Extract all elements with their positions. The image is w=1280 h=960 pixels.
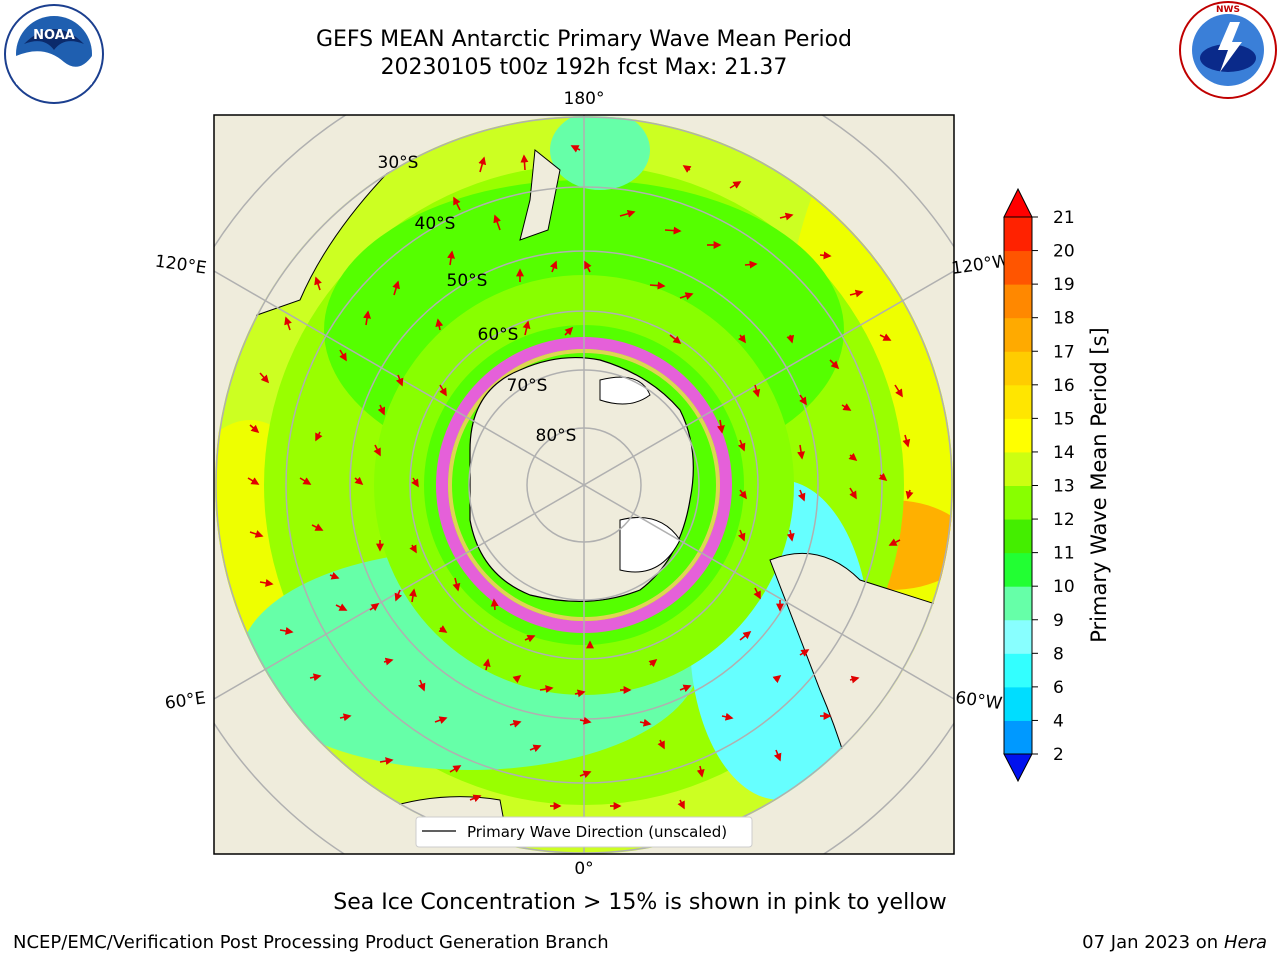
footer-credit: NCEP/EMC/Verification Post Processing Pr… [13, 932, 609, 953]
colorbar-tick-label: 15 [1053, 409, 1075, 429]
colorbar-tick-label: 16 [1053, 376, 1075, 396]
footer-host: Hera [1223, 932, 1267, 953]
noaa-logo: NOAA [4, 4, 104, 104]
colorbar-segment [1004, 619, 1032, 654]
colorbar-tick-label: 14 [1053, 443, 1075, 463]
colorbar-tick-label: 2 [1053, 745, 1064, 765]
colorbar-segment [1004, 384, 1032, 419]
colorbar-segment [1004, 217, 1032, 252]
colorbar-tick-label: 20 [1053, 242, 1075, 262]
colorbar-segment [1004, 284, 1032, 319]
colorbar-tick-label: 8 [1053, 644, 1064, 664]
footer-date-text: 07 Jan 2023 on [1082, 932, 1219, 953]
colorbar-tick-label: 13 [1053, 477, 1075, 497]
colorbar-tick-label: 9 [1053, 611, 1064, 631]
wave-direction-arrows [247, 145, 914, 810]
colorbar-tick-label: 11 [1053, 544, 1075, 564]
colorbar-segment [1004, 250, 1032, 285]
colorbar-tick-label: 6 [1053, 678, 1064, 698]
lat-label-80s: 80°S [536, 426, 577, 446]
colorbar-tick-label: 4 [1053, 711, 1064, 731]
lat-label-40s: 40°S [415, 214, 456, 234]
colorbar-label: Primary Wave Mean Period [s] [1087, 327, 1111, 643]
lon-label-180: 180° [564, 89, 605, 109]
footer-date: 07 Jan 2023 on Hera [1082, 932, 1267, 953]
colorbar-segment [1004, 485, 1032, 520]
lon-label-60w: 60°W [954, 688, 1003, 714]
colorbar-tick-label: 18 [1053, 309, 1075, 329]
lon-label-120w: 120°W [950, 251, 1010, 279]
colorbar-segment [1004, 653, 1032, 688]
lon-label-120e: 120°E [154, 252, 208, 279]
colorbar-segment [1004, 519, 1032, 554]
colorbar-segment [1004, 552, 1032, 587]
svg-text:NWS: NWS [1216, 5, 1240, 15]
map-frame [213, 114, 955, 855]
colorbar-segment [1004, 686, 1032, 721]
svg-text:NOAA: NOAA [33, 28, 75, 43]
colorbar-tick-label: 19 [1053, 275, 1075, 295]
colorbar: 2 4 6 8 9 10 11 12 13 14 15 16 17 18 19 20 21 [1003, 187, 1075, 783]
colorbar-segment [1004, 418, 1032, 453]
lat-label-50s: 50°S [447, 271, 488, 291]
sea-ice-note: Sea Ice Concentration > 15% is shown in … [333, 890, 947, 915]
nws-logo: NWS [1179, 1, 1277, 99]
colorbar-tick-label: 17 [1053, 342, 1075, 362]
lon-label-60e: 60°E [164, 688, 207, 713]
colorbar-segment [1004, 451, 1032, 486]
lat-label-60s: 60°S [478, 325, 519, 345]
lat-label-30s: 30°S [378, 153, 419, 173]
lon-label-0: 0° [574, 859, 593, 879]
graticule [214, 115, 954, 854]
colorbar-tick-label: 10 [1053, 577, 1075, 597]
colorbar-tick-label: 12 [1053, 510, 1075, 530]
colorbar-segment [1004, 351, 1032, 386]
colorbar-segment [1004, 720, 1032, 755]
chart-title: GEFS MEAN Antarctic Primary Wave Mean Pe… [315, 27, 853, 52]
lat-label-70s: 70°S [507, 376, 548, 396]
colorbar-extend-low [1003, 753, 1033, 783]
legend-label: Primary Wave Direction (unscaled) [467, 823, 727, 841]
colorbar-extend-high [1003, 187, 1033, 218]
colorbar-tick-label: 21 [1053, 208, 1075, 228]
colorbar-segment [1004, 317, 1032, 352]
colorbar-segment [1004, 586, 1032, 621]
map-legend: Primary Wave Direction (unscaled) [415, 816, 753, 848]
chart-subtitle: 20230105 t00z 192h fcst Max: 21.37 [380, 55, 788, 80]
